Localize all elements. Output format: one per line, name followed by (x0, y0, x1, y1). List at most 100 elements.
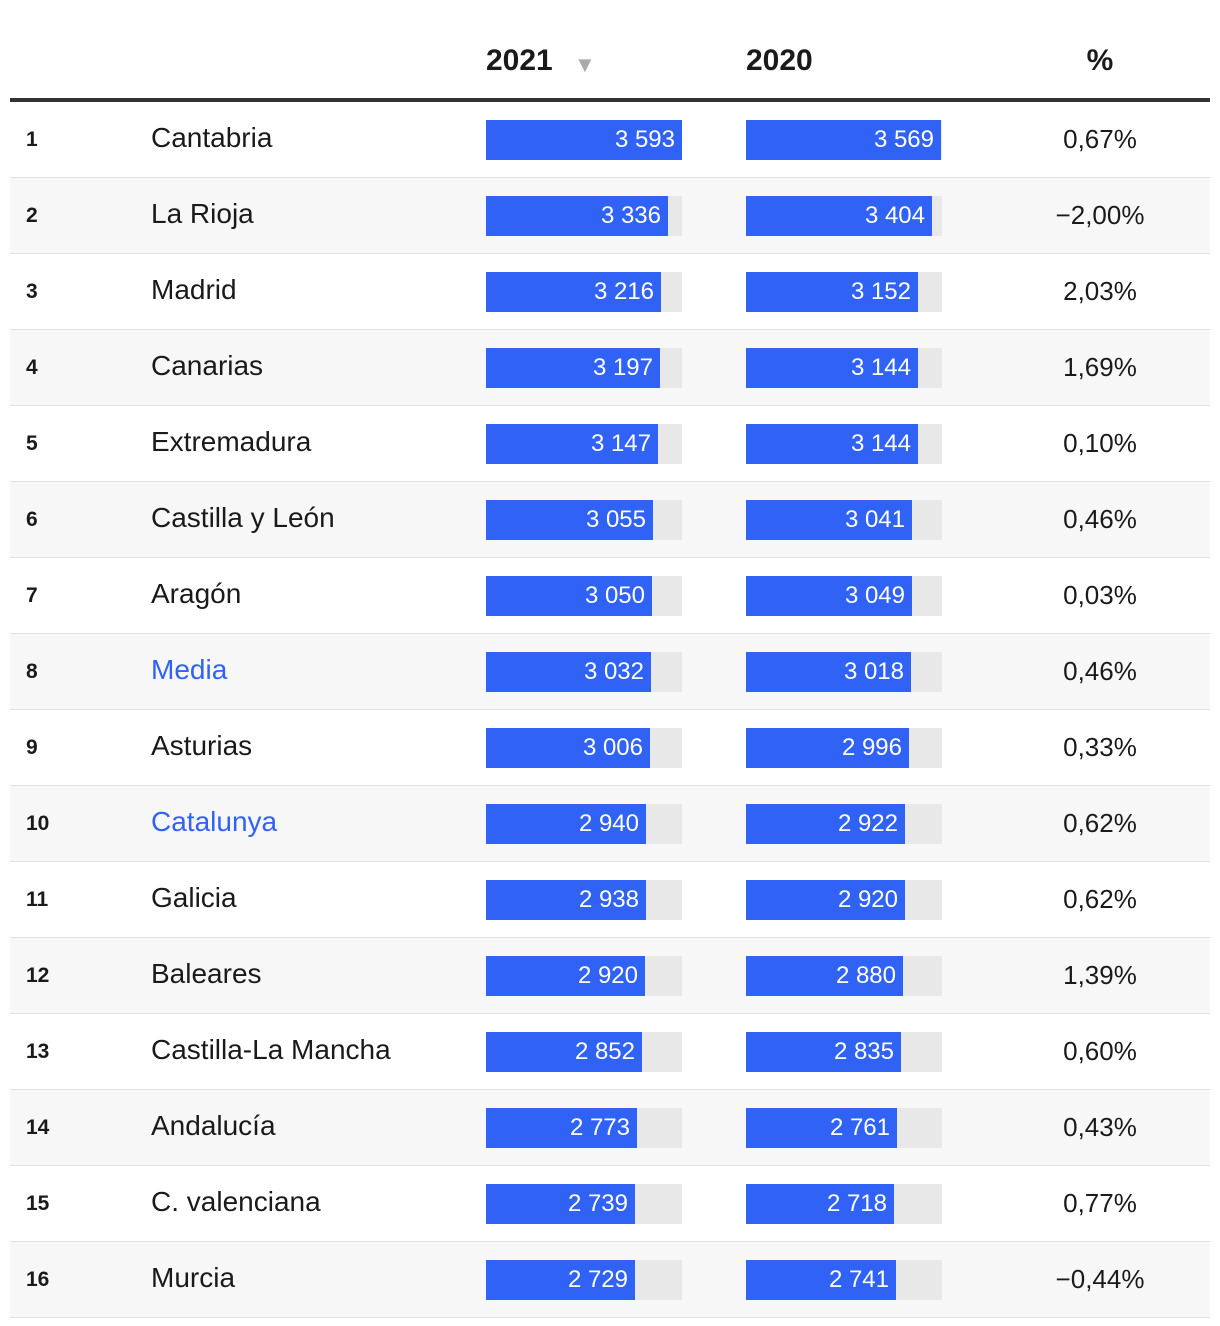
row-region-name: Madrid (151, 274, 237, 305)
bar-value-label-2021: 3 593 (614, 126, 675, 153)
bar-track-2021: 3 050 (486, 576, 682, 616)
bar-value-label-2021: 3 006 (582, 734, 643, 761)
table-row: 12 Baleares 2 920 2 880 1,39% (10, 938, 1210, 1014)
row-rank: 7 (26, 584, 38, 607)
bar-2020: 3 569 (746, 120, 941, 160)
bar-track-2021: 3 147 (486, 424, 682, 464)
bar-2021: 3 216 (486, 272, 661, 312)
bar-track-2021: 3 055 (486, 500, 682, 540)
row-region-name: Catalunya (151, 806, 278, 837)
bar-value-label-2021: 3 055 (585, 506, 646, 533)
row-percent-change: −2,00% (1055, 200, 1145, 230)
bar-2020: 2 835 (746, 1032, 901, 1072)
row-percent-change: 0,62% (1063, 808, 1137, 838)
bar-2020: 2 880 (746, 956, 903, 996)
bar-value-label-2021: 3 216 (593, 278, 654, 305)
bar-2021: 3 032 (486, 652, 651, 692)
bar-2021: 2 852 (486, 1032, 642, 1072)
row-region-name: Cantabria (151, 122, 273, 153)
bar-track-2021: 2 773 (486, 1108, 682, 1148)
row-region-name: Andalucía (151, 1110, 276, 1141)
row-percent-change: 2,03% (1063, 276, 1137, 306)
row-percent-change: 0,46% (1063, 656, 1137, 686)
row-rank: 16 (26, 1268, 50, 1291)
bar-2021: 3 050 (486, 576, 652, 616)
row-percent-change: 0,62% (1063, 884, 1137, 914)
bar-2020: 2 920 (746, 880, 905, 920)
bar-2021: 3 336 (486, 196, 668, 236)
row-rank: 11 (26, 888, 49, 911)
bar-track-2020: 3 018 (746, 652, 942, 692)
bar-track-2021: 2 940 (486, 804, 682, 844)
bar-track-2021: 3 006 (486, 728, 682, 768)
bar-value-label-2020: 3 404 (864, 202, 925, 229)
table-row: 2 La Rioja 3 336 3 404 −2,00% (10, 178, 1210, 254)
row-percent-change: 1,69% (1063, 352, 1137, 382)
row-rank: 5 (26, 432, 38, 455)
bar-track-2020: 3 049 (746, 576, 942, 616)
column-header-2020[interactable]: 2020 (746, 44, 813, 77)
bar-value-label-2020: 2 922 (837, 810, 898, 837)
bar-track-2020: 3 152 (746, 272, 942, 312)
bar-2020: 3 144 (746, 424, 918, 464)
bar-track-2021: 2 739 (486, 1184, 682, 1224)
table-row: 16 Murcia 2 729 2 741 −0,44% (10, 1242, 1210, 1318)
bar-value-label-2021: 2 773 (569, 1114, 630, 1141)
table-row: 7 Aragón 3 050 3 049 0,03% (10, 558, 1210, 634)
bar-track-2021: 3 593 (486, 120, 682, 160)
row-percent-change: 1,39% (1063, 960, 1137, 990)
bar-2020: 3 018 (746, 652, 911, 692)
row-percent-change: 0,43% (1063, 1112, 1137, 1142)
table-row: 4 Canarias 3 197 3 144 1,69% (10, 330, 1210, 406)
row-region-name: Galicia (151, 882, 237, 913)
row-region-name: Baleares (151, 958, 262, 989)
bar-2020: 2 996 (746, 728, 909, 768)
bar-track-2021: 2 938 (486, 880, 682, 920)
bar-value-label-2020: 3 041 (844, 506, 905, 533)
row-percent-change: 0,03% (1063, 580, 1137, 610)
row-region-name: Aragón (151, 578, 242, 609)
bar-value-label-2020: 2 718 (826, 1190, 887, 1217)
column-header-2021[interactable]: 2021 (486, 44, 553, 77)
data-table: 2021 ▼ 2020 % 1 Cantabria 3 593 3 569 0,67% 2… (10, 24, 1210, 1318)
row-rank: 10 (26, 812, 50, 835)
bar-value-label-2020: 3 144 (850, 430, 911, 457)
row-rank: 14 (26, 1116, 50, 1139)
bar-value-label-2021: 2 729 (567, 1266, 628, 1293)
bar-track-2021: 3 197 (486, 348, 682, 388)
bar-2020: 2 741 (746, 1260, 896, 1300)
row-percent-change: 0,60% (1063, 1036, 1137, 1066)
bar-value-label-2020: 2 741 (828, 1266, 889, 1293)
bar-2021: 3 593 (486, 120, 682, 160)
row-region-name: Castilla y León (151, 502, 335, 533)
bar-value-label-2021: 2 920 (577, 962, 638, 989)
bar-2021: 3 006 (486, 728, 650, 768)
row-region-name: Asturias (151, 730, 253, 761)
bar-value-label-2020: 3 152 (850, 278, 911, 305)
row-region-name: Extremadura (151, 426, 312, 457)
bar-value-label-2021: 3 197 (592, 354, 653, 381)
bar-2021: 2 938 (486, 880, 646, 920)
bar-track-2021: 3 032 (486, 652, 682, 692)
bar-track-2020: 2 761 (746, 1108, 942, 1148)
bar-value-label-2021: 3 032 (583, 658, 644, 685)
sort-descending-icon[interactable]: ▼ (574, 52, 596, 77)
row-rank: 1 (26, 128, 38, 151)
bar-value-label-2020: 2 996 (841, 734, 902, 761)
bar-2021: 2 773 (486, 1108, 637, 1148)
bar-value-label-2021: 2 940 (578, 810, 639, 837)
table-row: 11 Galicia 2 938 2 920 0,62% (10, 862, 1210, 938)
bar-2021: 3 055 (486, 500, 653, 540)
row-rank: 6 (26, 508, 38, 531)
bar-2020: 2 922 (746, 804, 905, 844)
column-header-percent[interactable]: % (1086, 44, 1114, 77)
bar-track-2021: 2 729 (486, 1260, 682, 1300)
bar-value-label-2021: 3 147 (590, 430, 651, 457)
bar-2020: 2 718 (746, 1184, 894, 1224)
table-header: 2021 ▼ 2020 % (10, 24, 1210, 102)
row-rank: 12 (26, 964, 50, 987)
table-row: 3 Madrid 3 216 3 152 2,03% (10, 254, 1210, 330)
row-rank: 8 (26, 660, 38, 683)
bar-value-label-2021: 2 938 (578, 886, 639, 913)
bar-2020: 3 049 (746, 576, 912, 616)
